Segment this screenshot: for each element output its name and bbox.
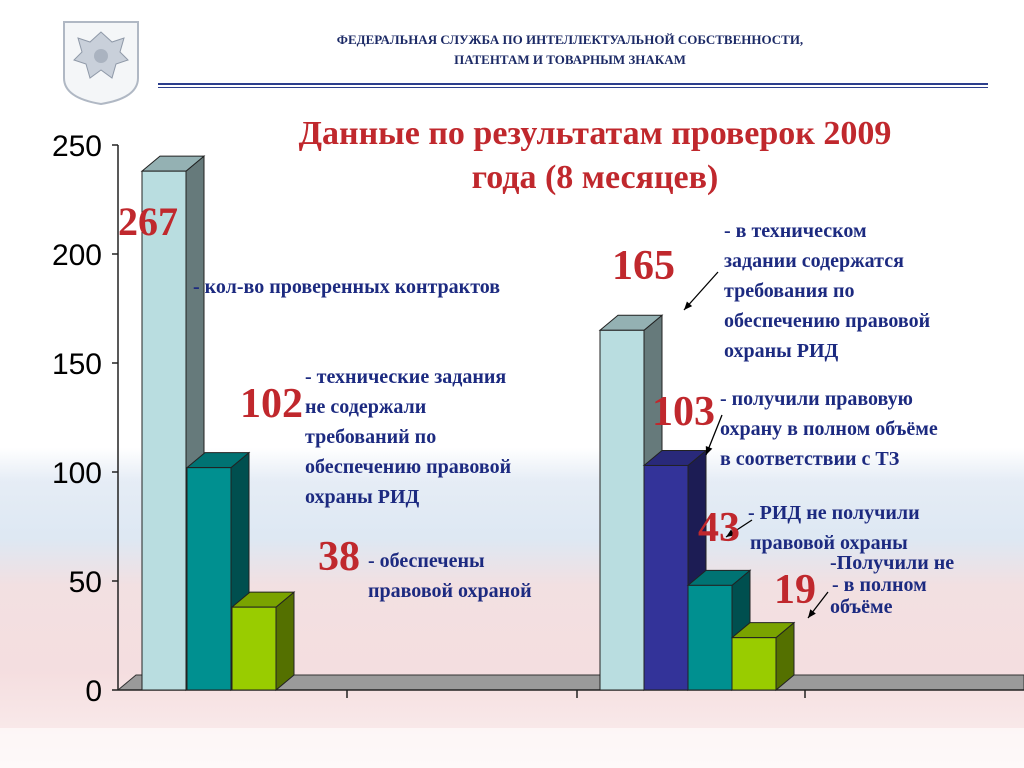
annotation-partial-protection: -Получили не - в полном объёме (830, 552, 954, 618)
slide-title-line1: Данные по результатам проверок 2009 (298, 115, 892, 152)
annotation-line: требования по (724, 280, 855, 302)
annotation-line: правовой охраны (750, 532, 908, 554)
annotation-line: охрану в полном объёме (720, 418, 938, 440)
y-tick-label: 50 (69, 566, 102, 599)
arrow-head-icon (705, 446, 713, 455)
y-tick-label: 250 (52, 130, 102, 163)
header-org-name: ФЕДЕРАЛЬНАЯ СЛУЖБА ПО ИНТЕЛЛЕКТУАЛЬНОЙ С… (336, 32, 804, 47)
coat-of-arms-icon (63, 21, 139, 106)
value-label-165: 165 (612, 243, 675, 289)
slide-title-line2: года (8 месяцев) (471, 159, 719, 196)
annotation-with-requirements: - в техническом задании содержатся требо… (724, 216, 930, 366)
value-label-43: 43 (698, 505, 740, 551)
bar (599, 329, 645, 691)
arrow-head-icon (684, 301, 693, 310)
annotation-line: требований по (305, 426, 437, 448)
annotation-line: -Получили не (830, 552, 955, 574)
annotation-contracts: - кол-во проверенных контрактов (193, 276, 501, 298)
annotation-line: правовой охраной (368, 580, 532, 602)
bar (643, 464, 689, 691)
annotation-line: охраны РИД (305, 486, 420, 508)
value-label-38: 38 (318, 534, 360, 580)
annotation-line: задании содержатся (724, 250, 904, 272)
annotation-line: - технические задания (305, 366, 507, 388)
annotation-no-protection: - РИД не получили правовой охраны (748, 498, 920, 558)
bar-side (275, 591, 295, 692)
annotation-full-protection: - получили правовую охрану в полном объё… (720, 384, 938, 474)
header-divider-thin (158, 87, 988, 88)
y-tick-label: 100 (52, 457, 102, 490)
annotation-line: - в полном (832, 574, 927, 596)
slide-title: Данные по результатам проверок 2009 года… (235, 112, 955, 200)
annotation-line: - в техническом (724, 220, 867, 242)
annotation-line: обеспечению правовой (305, 456, 512, 478)
annotation-line: в соответствии с ТЗ (720, 448, 900, 470)
annotation-protected: - обеспечены правовой охраной (368, 546, 532, 606)
value-label-102: 102 (240, 381, 303, 427)
value-label-267: 267 (118, 199, 178, 244)
leader-line (683, 271, 719, 311)
annotation-line: - РИД не получили (748, 502, 920, 524)
y-tick-label: 150 (52, 348, 102, 381)
bar (731, 637, 777, 691)
y-tick-label: 200 (52, 239, 102, 272)
value-label-103: 103 (652, 389, 715, 435)
arrow-head-icon (808, 609, 816, 618)
annotation-line: обеспечению правовой (724, 310, 931, 332)
bar (141, 170, 187, 691)
y-tick-label: 0 (85, 675, 102, 708)
annotation-line: - обеспечены (368, 550, 485, 572)
annotation-line: объёме (830, 596, 893, 618)
bar (231, 606, 277, 691)
annotation-line: - получили правовую (720, 388, 913, 410)
annotation-no-requirements: - технические задания не содержали требо… (305, 362, 511, 512)
header-org-subtitle: ПАТЕНТАМ И ТОВАРНЫМ ЗНАКАМ (454, 52, 686, 67)
bar (186, 467, 232, 691)
header-divider (158, 83, 988, 85)
bar (687, 584, 733, 691)
annotation-line: не содержали (305, 396, 427, 418)
annotation-line: охраны РИД (724, 340, 839, 362)
arrow-head-icon (726, 529, 735, 537)
value-label-19: 19 (774, 567, 816, 613)
